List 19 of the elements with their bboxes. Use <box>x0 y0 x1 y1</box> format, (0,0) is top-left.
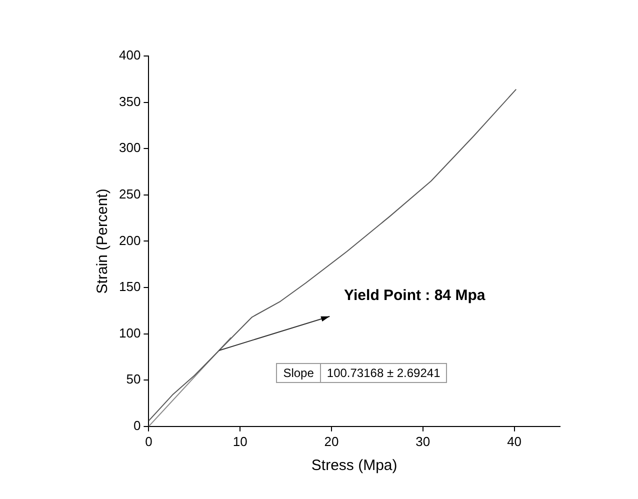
x-tick-label: 30 <box>416 434 430 449</box>
x-tick-label: 0 <box>145 434 152 449</box>
x-axis-title: Stress (Mpa) <box>311 457 398 474</box>
y-tick-label: 150 <box>118 279 141 294</box>
annotation: 100.73168 ± 2.69241 <box>320 364 447 383</box>
y-tick-label: 200 <box>118 232 141 248</box>
y-tick-label: 300 <box>118 140 141 156</box>
y-axis-title: Strain (Percent) <box>94 188 112 294</box>
y-tick-label: 400 <box>118 48 141 63</box>
y-tick-label: 100 <box>118 325 141 340</box>
x-tick-label: 20 <box>324 434 339 449</box>
y-tick-label: 50 <box>126 372 141 387</box>
x-tick-label: 10 <box>232 434 248 449</box>
y-tick-label: 250 <box>118 186 141 202</box>
annotation: Slope <box>276 364 320 383</box>
y-tick-label: 350 <box>118 94 141 109</box>
y-tick-label: 0 <box>133 418 141 433</box>
x-tick-label: 40 <box>507 434 522 449</box>
annotation: Yield Point : 84 Mpa <box>344 286 486 304</box>
